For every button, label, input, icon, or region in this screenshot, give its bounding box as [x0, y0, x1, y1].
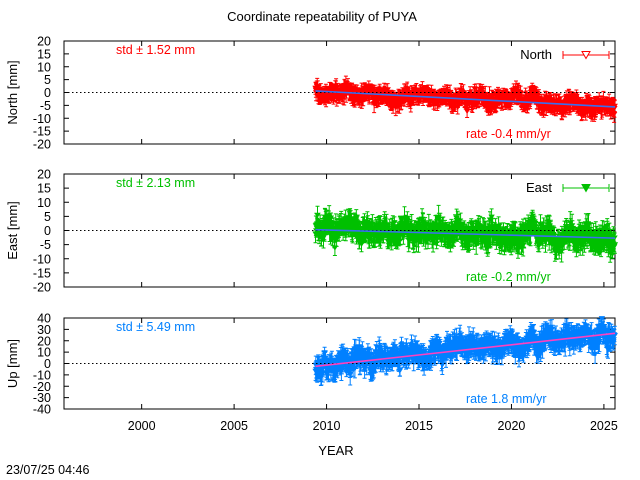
y-tick-label-north: -5 [40, 99, 51, 113]
y-tick-label-up: 30 [37, 323, 51, 337]
x-tick-label: 2000 [128, 419, 156, 433]
y-tick-label-north: 0 [44, 86, 51, 100]
y-tick-label-up: -10 [33, 368, 51, 382]
y-axis-title-north: North [mm] [5, 60, 20, 124]
legend-marker-north [581, 51, 591, 60]
y-tick-label-east: 10 [37, 196, 51, 210]
y-tick-label-up: 20 [37, 334, 51, 348]
y-tick-label-up: 40 [37, 312, 51, 326]
legend-label-north: North [520, 47, 552, 62]
y-tick-label-up: -30 [33, 391, 51, 405]
y-tick-label-north: -20 [33, 138, 51, 152]
x-tick-label: 2005 [220, 419, 248, 433]
y-tick-label-east: -10 [33, 252, 51, 266]
y-axis-title-east: East [mm] [5, 201, 20, 260]
y-tick-label-north: 20 [37, 35, 51, 49]
rate-annotation-up: rate 1.8 mm/yr [466, 392, 547, 406]
rate-annotation-north: rate -0.4 mm/yr [466, 127, 551, 141]
y-tick-label-east: 5 [44, 210, 51, 224]
rate-annotation-east: rate -0.2 mm/yr [466, 270, 551, 284]
y-tick-label-north: -15 [33, 125, 51, 139]
x-tick-label: 2015 [405, 419, 433, 433]
y-axis-title-up: Up [mm] [5, 339, 20, 388]
x-tick-label: 2025 [590, 419, 618, 433]
y-tick-label-east: -15 [33, 266, 51, 280]
y-tick-label-east: 0 [44, 224, 51, 238]
trend-line-north [315, 90, 616, 108]
plot-timestamp: 23/07/25 04:46 [6, 463, 89, 477]
figure-title: Coordinate repeatability of PUYA [227, 9, 417, 24]
y-tick-label-up: -40 [33, 403, 51, 417]
legend-marker-east [581, 184, 591, 193]
y-tick-label-up: -20 [33, 380, 51, 394]
legend-label-east: East [526, 180, 552, 195]
std-annotation-up: std ± 5.49 mm [116, 320, 195, 334]
y-tick-label-east: 20 [37, 168, 51, 182]
x-tick-label: 2020 [498, 419, 526, 433]
std-annotation-north: std ± 1.52 mm [116, 43, 195, 57]
data-points-up [312, 316, 619, 379]
std-annotation-east: std ± 2.13 mm [116, 176, 195, 190]
x-axis-title: YEAR [318, 443, 353, 458]
y-tick-label-north: 15 [37, 47, 51, 61]
y-tick-label-north: -10 [33, 112, 51, 126]
y-tick-label-east: 15 [37, 182, 51, 196]
x-tick-label: 2010 [313, 419, 341, 433]
trend-line-east [315, 228, 616, 239]
y-tick-label-up: 0 [44, 357, 51, 371]
y-tick-label-east: -20 [33, 281, 51, 295]
x-axis-tick-labels: 2000 2005 2010 2015 2020 2025 [128, 419, 618, 433]
y-tick-label-north: 10 [37, 60, 51, 74]
y-tick-label-north: 5 [44, 73, 51, 87]
trend-line-up [315, 332, 616, 368]
y-tick-label-east: -5 [40, 238, 51, 252]
y-tick-label-up: 10 [37, 346, 51, 360]
